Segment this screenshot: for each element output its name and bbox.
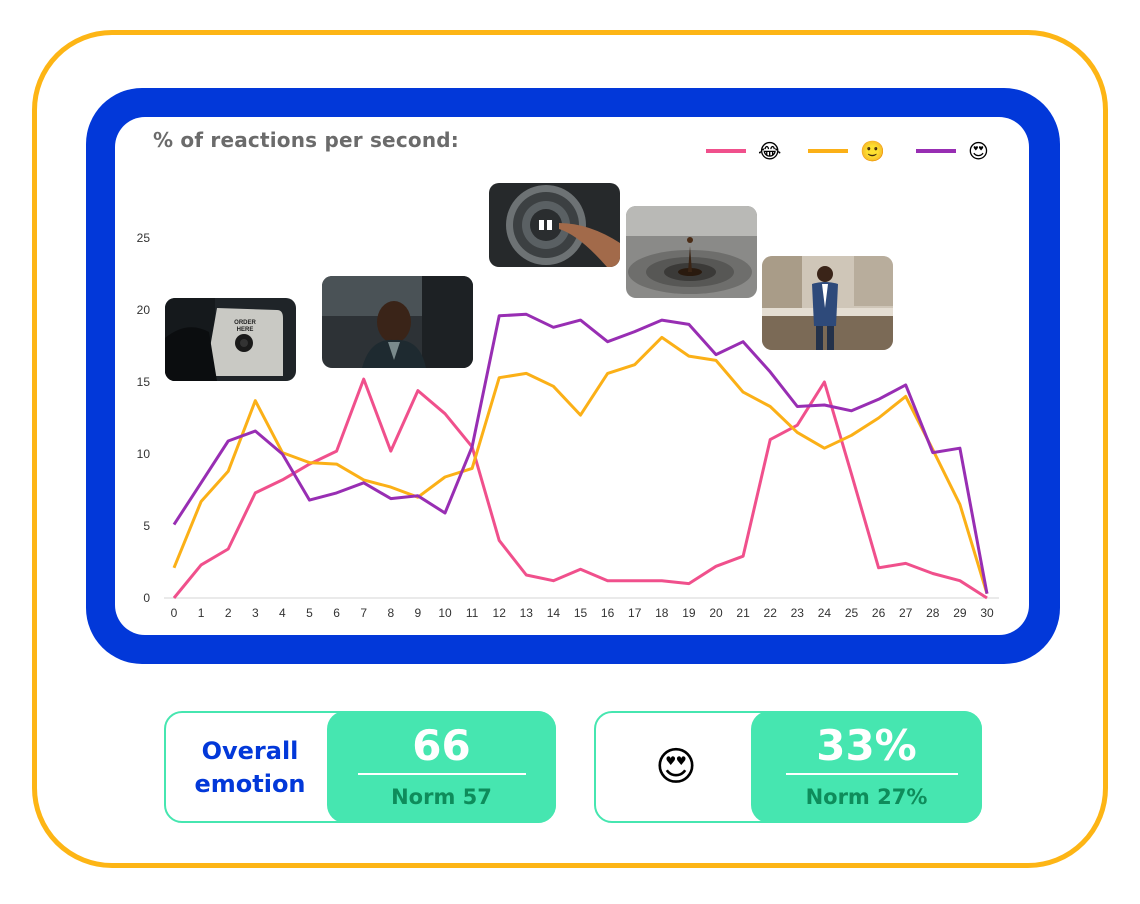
x-tick-label: 3 xyxy=(252,606,259,620)
x-tick-label: 17 xyxy=(628,606,642,620)
series-line-0 xyxy=(172,377,988,600)
x-tick-label: 2 xyxy=(225,606,232,620)
overall-emotion-divider xyxy=(358,773,526,775)
heart-eyes-norm: Norm 27% xyxy=(805,785,928,809)
y-tick-label: 5 xyxy=(143,519,150,533)
overall-emotion-score-panel: 66 Norm 57 xyxy=(327,711,556,823)
x-tick-label: 14 xyxy=(547,606,561,620)
y-tick-label: 25 xyxy=(137,231,151,245)
y-tick-label: 20 xyxy=(137,303,151,317)
overall-emotion-norm: Norm 57 xyxy=(391,785,492,809)
x-tick-label: 22 xyxy=(764,606,778,620)
y-tick-label: 0 xyxy=(143,591,150,605)
x-tick-label: 21 xyxy=(736,606,750,620)
x-tick-label: 10 xyxy=(438,606,452,620)
heart-eyes-value: 33% xyxy=(816,721,917,770)
x-tick-label: 23 xyxy=(791,606,805,620)
y-tick-label: 15 xyxy=(137,375,151,389)
x-tick-label: 30 xyxy=(980,606,994,620)
x-tick-label: 6 xyxy=(333,606,340,620)
overall-emotion-label-line1: Overall xyxy=(201,737,299,765)
overall-emotion-card: Overall emotion 66 Norm 57 xyxy=(164,711,556,823)
legend-label-0: 😂 xyxy=(758,139,781,163)
x-tick-label: 29 xyxy=(953,606,967,620)
thumbnail-water-drop xyxy=(626,206,757,298)
heart-eyes-card: 😍 33% Norm 27% xyxy=(594,711,982,823)
x-tick-label: 15 xyxy=(574,606,588,620)
thumbnail-dial-knob xyxy=(489,183,620,267)
series-line-2 xyxy=(172,312,989,594)
x-tick-label: 13 xyxy=(520,606,534,620)
svg-text:ORDER: ORDER xyxy=(234,320,256,326)
x-tick-label: 8 xyxy=(387,606,394,620)
x-tick-label: 28 xyxy=(926,606,940,620)
x-tick-label: 7 xyxy=(360,606,367,620)
x-tick-label: 5 xyxy=(306,606,313,620)
heart-eyes-divider xyxy=(786,773,958,775)
series-layer xyxy=(172,312,989,600)
x-tick-label: 20 xyxy=(709,606,723,620)
series-line-1 xyxy=(172,335,989,595)
x-tick-label: 27 xyxy=(899,606,913,620)
legend-layer: 😂 🙂 😍 xyxy=(706,139,989,163)
legend-label-2: 😍 xyxy=(968,139,989,163)
overall-emotion-label: Overall emotion xyxy=(166,735,334,801)
thumbnail-order-here: ORDER HERE xyxy=(165,298,296,381)
thumbnail-man-in-kitchen xyxy=(762,256,893,350)
y-tick-label: 10 xyxy=(137,447,151,461)
x-tick-label: 1 xyxy=(198,606,205,620)
legend-label-1: 🙂 xyxy=(860,139,885,163)
x-tick-label: 19 xyxy=(682,606,696,620)
heart-eyes-score-panel: 33% Norm 27% xyxy=(751,711,982,823)
x-tick-label: 9 xyxy=(415,606,422,620)
x-tick-label: 12 xyxy=(493,606,507,620)
x-tick-label: 26 xyxy=(872,606,886,620)
x-tick-label: 18 xyxy=(655,606,669,620)
x-tick-label: 25 xyxy=(845,606,859,620)
heart-eyes-emoji: 😍 xyxy=(655,744,697,790)
svg-text:HERE: HERE xyxy=(237,327,254,333)
x-tick-label: 0 xyxy=(171,606,178,620)
x-tick-label: 4 xyxy=(279,606,286,620)
overall-emotion-value: 66 xyxy=(412,721,471,770)
chart-title: % of reactions per second: xyxy=(153,128,459,152)
x-tick-label: 24 xyxy=(818,606,832,620)
thumbnail-man-in-car xyxy=(322,276,473,368)
x-tick-label: 11 xyxy=(466,606,479,620)
overall-emotion-label-line2: emotion xyxy=(194,770,306,798)
x-tick-label: 16 xyxy=(601,606,615,620)
